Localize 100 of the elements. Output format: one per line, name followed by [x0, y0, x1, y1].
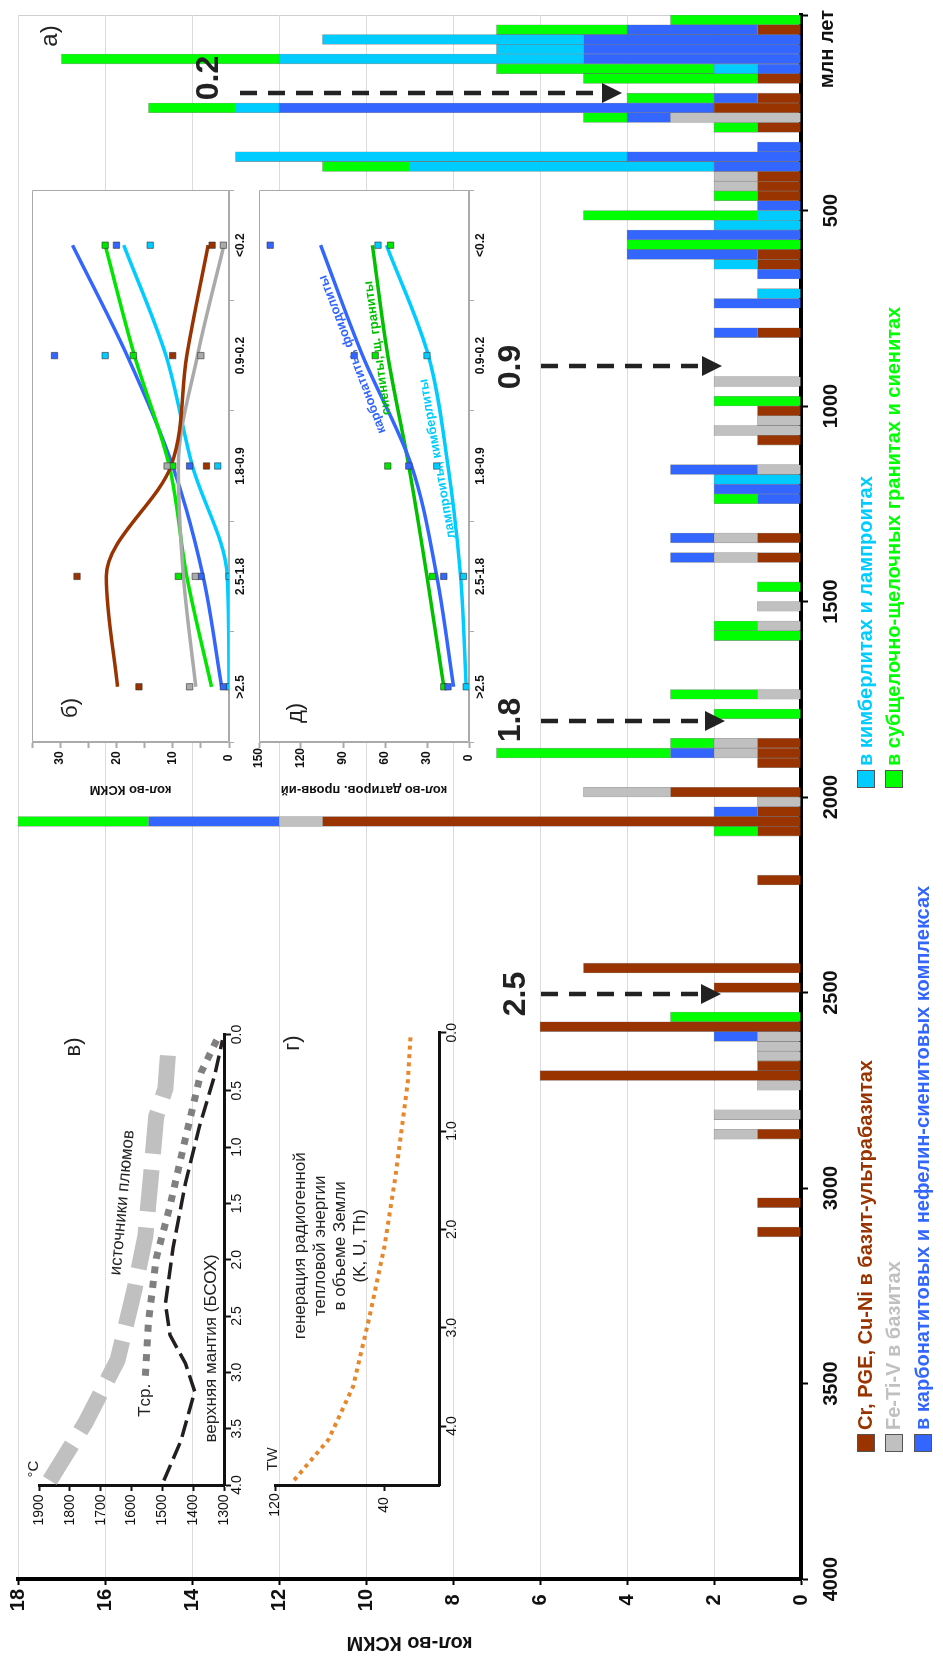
- annotation: 1.8: [490, 697, 527, 743]
- y-tick-label: 0.9-0.2: [233, 336, 248, 375]
- x-tick-label: 120: [265, 1493, 282, 1517]
- y-tick-label: 500: [818, 193, 841, 228]
- x-axis-title: кол-во КСКМ: [89, 783, 172, 799]
- x-tick-label: 40: [375, 1497, 392, 1513]
- y-tick-label: 4000: [818, 1556, 841, 1602]
- x-tick-label: 18: [5, 1588, 28, 1612]
- point: [208, 241, 216, 249]
- text: Tср.: [135, 1383, 155, 1417]
- y-tick-label: 1500: [818, 579, 841, 624]
- y-tick-label: 1.0: [443, 1121, 460, 1141]
- point: [462, 683, 469, 691]
- point: [440, 572, 448, 580]
- point: [51, 352, 58, 360]
- point: [459, 572, 467, 580]
- point: [174, 572, 182, 580]
- point: [101, 241, 109, 249]
- text: верхняя мантия (БСОХ): [200, 1254, 220, 1443]
- point: [387, 241, 395, 249]
- y-tick-label: 3.0: [227, 1362, 244, 1383]
- point: [146, 241, 154, 249]
- annotation: в): [60, 1037, 86, 1057]
- x-tick-label: 4: [614, 1593, 637, 1606]
- x-tick-label: 16: [92, 1588, 115, 1612]
- annotation: °C: [24, 1460, 42, 1478]
- point: [112, 241, 120, 249]
- x-tick-label: 1500: [153, 1494, 170, 1526]
- x-tick-label: 12: [266, 1588, 289, 1612]
- text: в кимберлитах и лампроитах: [853, 476, 876, 766]
- x-tick-label: 1600: [122, 1494, 139, 1526]
- x-tick-label: 1900: [29, 1494, 46, 1526]
- point: [73, 572, 81, 580]
- y-tick-label: 2.0: [227, 1249, 244, 1270]
- y-tick-label: 0.0: [443, 1022, 460, 1043]
- y-tick-label: 1.8-0.9: [473, 446, 488, 485]
- x-tick-label: 1700: [91, 1494, 108, 1526]
- y-tick-label: 1.5: [227, 1193, 244, 1214]
- x-tick-label: 120: [293, 747, 308, 769]
- point: [197, 352, 205, 360]
- x-tick-label: 1400: [184, 1494, 201, 1526]
- point: [405, 462, 413, 470]
- y-tick-label: 2.5: [227, 1306, 244, 1326]
- point: [129, 352, 137, 360]
- point: [135, 683, 143, 691]
- y-tick-label: 2500: [818, 970, 841, 1015]
- annotation: TW: [263, 1446, 281, 1471]
- x-tick-label: 0: [221, 754, 236, 762]
- y-tick-label: 0.5: [227, 1080, 244, 1101]
- x-tick-label: 20: [108, 751, 123, 765]
- point: [266, 241, 274, 249]
- point: [374, 241, 382, 249]
- annotation: д): [282, 702, 308, 724]
- text: источники плюмов: [105, 1129, 138, 1277]
- x-tick-label: 0: [788, 1594, 811, 1606]
- x-tick-label: 6: [527, 1594, 550, 1606]
- x-tick-label: 90: [335, 751, 350, 765]
- y-tick-label: 4.0: [227, 1475, 244, 1495]
- x-tick-label: 1300: [214, 1494, 231, 1526]
- point: [219, 241, 227, 249]
- x-tick-label: 0: [461, 754, 476, 762]
- y-tick-label: 4.0: [443, 1416, 460, 1436]
- y-tick-label: 3500: [818, 1361, 841, 1406]
- point: [163, 462, 171, 470]
- annotation: 0.9: [490, 344, 527, 390]
- y-tick-label: 2000: [818, 774, 841, 820]
- text: в субщелочно-щелочных гранитах и сиенитах: [881, 306, 904, 766]
- point: [214, 462, 222, 470]
- point: [444, 683, 452, 691]
- point: [101, 352, 109, 360]
- text: генерация радиогенной тепловой энергии в объеме Земли (K, U, Th): [290, 1152, 370, 1340]
- point: [186, 462, 194, 470]
- y-tick-label: 3.5: [227, 1418, 244, 1439]
- y-tick-label: >2.5: [233, 674, 248, 699]
- text: лампроиты, кимберлиты: [415, 377, 459, 540]
- annotation: г): [279, 1035, 305, 1051]
- x-tick-label: 2: [701, 1594, 724, 1606]
- y-tick-label: 0.0: [227, 1024, 244, 1045]
- y-tick-label: 3000: [818, 1165, 841, 1211]
- point: [423, 352, 431, 360]
- point: [191, 572, 199, 580]
- annotation: б): [57, 698, 83, 718]
- y-tick-label: 2.5-1.8: [473, 557, 488, 596]
- x-tick-label: 1800: [60, 1494, 77, 1526]
- x-tick-label: 60: [377, 751, 392, 765]
- point: [203, 462, 210, 470]
- point: [186, 683, 194, 691]
- point: [384, 462, 392, 470]
- x-tick-label: 14: [179, 1588, 202, 1612]
- y-tick-label: 1.0: [227, 1137, 244, 1157]
- text: Fe-Ti-V в базитах: [881, 1261, 904, 1430]
- x-axis-title: кол-во КСКМ: [346, 1633, 473, 1656]
- x-tick-label: 30: [52, 751, 67, 765]
- x-axis-title: кол-во датиров. прояв-ий: [280, 783, 448, 799]
- y-tick-label: 2.0: [443, 1219, 460, 1240]
- point: [169, 462, 177, 470]
- x-tick-label: 8: [440, 1594, 463, 1606]
- x-tick-label: 10: [353, 1588, 376, 1612]
- y-tick-label: <0.2: [233, 233, 248, 258]
- point: [429, 572, 437, 580]
